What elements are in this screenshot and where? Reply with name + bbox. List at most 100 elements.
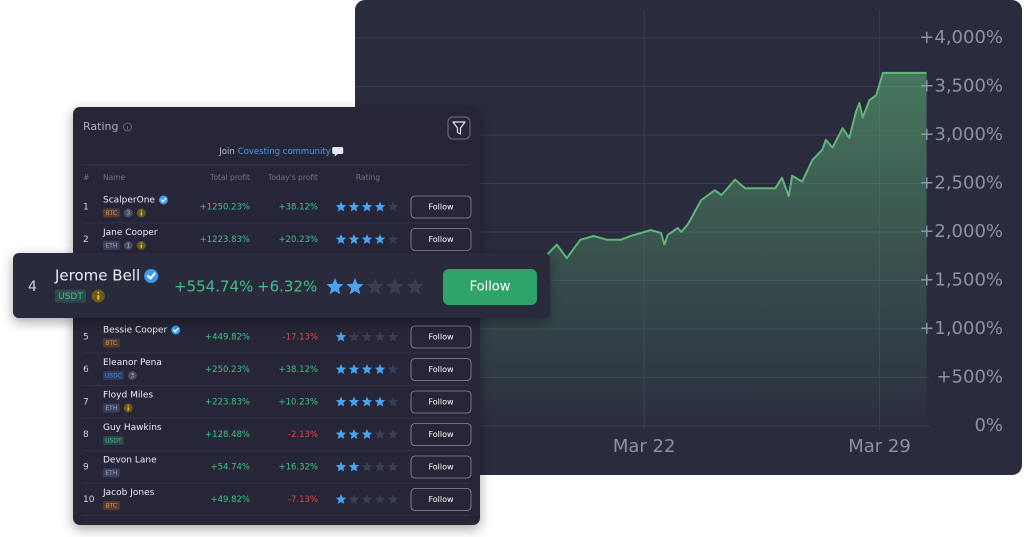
y-tick-label: +1,000% — [919, 318, 1003, 339]
rank: 9 — [83, 463, 89, 473]
tag-text: 3 — [126, 210, 130, 217]
star-filled — [361, 234, 373, 244]
total-profit: +554.74% — [174, 278, 253, 296]
today-profit: +38.12% — [278, 203, 318, 213]
info-badge-dot — [140, 242, 143, 244]
follow-button[interactable] — [410, 423, 472, 446]
today-profit: -2.13% — [288, 430, 318, 440]
star-empty — [387, 364, 399, 374]
follow-button[interactable] — [443, 269, 537, 305]
tag-text: BTC — [106, 503, 118, 510]
follow-label[interactable]: Follow — [428, 365, 454, 374]
star-filled — [348, 429, 360, 439]
star-filled — [348, 201, 360, 212]
tag-text: ETH — [105, 470, 117, 477]
star-empty — [374, 494, 386, 504]
info-badge-dot — [97, 291, 100, 294]
star-filled — [361, 396, 373, 407]
star-filled — [374, 396, 386, 407]
total-profit: +1223.83% — [200, 235, 250, 245]
rank: 2 — [83, 235, 89, 245]
x-tick-label: Mar 29 — [848, 436, 911, 457]
today-profit: +6.32% — [257, 278, 317, 296]
verified-badge — [171, 325, 181, 335]
tag-bg — [103, 468, 120, 478]
star-filled — [348, 461, 360, 472]
verified-badge — [158, 195, 168, 205]
star-empty — [366, 278, 384, 295]
follow-button[interactable] — [410, 358, 472, 381]
tag-text: USDT — [58, 292, 83, 302]
trader-name: ScalperOne — [103, 196, 155, 206]
star-filled — [348, 396, 360, 407]
total-profit: +49.82% — [210, 495, 250, 505]
y-tick-label: +4,000% — [919, 27, 1003, 48]
follow-button[interactable] — [410, 325, 472, 349]
star-empty — [361, 494, 373, 504]
tag-text: USDT — [105, 438, 122, 445]
trader-name: Jane Cooper — [102, 228, 158, 238]
follow-label[interactable]: Follow — [428, 430, 454, 439]
star-empty — [387, 331, 399, 342]
star-empty — [387, 234, 399, 244]
filter-button[interactable] — [447, 116, 471, 140]
highlighted-row: 4 Jerome Bell USDT +554.74% +6.32% Follow — [13, 253, 550, 318]
follow-label[interactable]: Follow — [470, 280, 511, 295]
today-profit: -17.13% — [283, 333, 318, 343]
column-header: Name — [103, 173, 126, 182]
today-profit: +10.23% — [278, 398, 318, 408]
column-header: # — [83, 173, 89, 182]
today-profit: -7.13% — [288, 495, 318, 505]
follow-label[interactable]: Follow — [428, 463, 454, 472]
join-link[interactable]: Covesting community — [238, 147, 331, 157]
star-filled — [335, 494, 347, 504]
x-tick-label: Mar 22 — [613, 436, 676, 457]
today-profit: +20.23% — [278, 235, 318, 245]
star-empty — [374, 331, 386, 342]
follow-button[interactable] — [410, 228, 472, 251]
tag-bg — [103, 501, 120, 510]
tag-text: 3 — [130, 373, 134, 380]
filter-icon — [452, 121, 466, 135]
total-profit: +1250.23% — [200, 203, 250, 213]
star-filled — [361, 201, 373, 212]
y-tick-label: 0% — [974, 415, 1003, 436]
star-filled — [326, 278, 344, 295]
column-header: Total profit — [209, 173, 250, 182]
follow-label[interactable]: Follow — [428, 495, 454, 504]
total-profit: +54.74% — [210, 463, 250, 473]
star-empty — [387, 429, 399, 439]
tag-bg — [55, 289, 86, 303]
star-filled — [335, 396, 347, 407]
follow-label[interactable]: Follow — [428, 203, 454, 212]
follow-button[interactable] — [410, 455, 472, 479]
star-empty — [374, 461, 386, 472]
tag-bg — [103, 208, 120, 218]
tag-text: ETH — [105, 405, 117, 412]
chat-icon — [332, 147, 344, 157]
follow-button[interactable] — [410, 390, 472, 414]
area — [479, 72, 927, 427]
trader-name: Jerome Bell — [54, 267, 140, 285]
tag-bg — [103, 436, 124, 445]
follow-label[interactable]: Follow — [428, 333, 454, 342]
star-filled — [346, 278, 364, 295]
verified-check — [146, 272, 156, 280]
follow-button[interactable] — [410, 488, 472, 511]
star-filled — [335, 234, 347, 244]
star-empty — [387, 461, 399, 472]
star-filled — [374, 201, 386, 212]
star-filled — [374, 234, 386, 244]
table-rows: 1 ScalperOne BTC 3 +1250.23% +38.12% Follow 2 Ja… — [83, 195, 472, 516]
follow-button[interactable] — [410, 195, 472, 219]
verified-badge — [144, 269, 159, 283]
star-filled — [348, 364, 360, 374]
star-empty — [374, 429, 386, 439]
rank: 1 — [83, 203, 89, 213]
follow-label[interactable]: Follow — [428, 235, 454, 244]
follow-label[interactable]: Follow — [428, 398, 454, 407]
tag-text: USDC — [105, 373, 122, 380]
star-empty — [361, 331, 373, 342]
